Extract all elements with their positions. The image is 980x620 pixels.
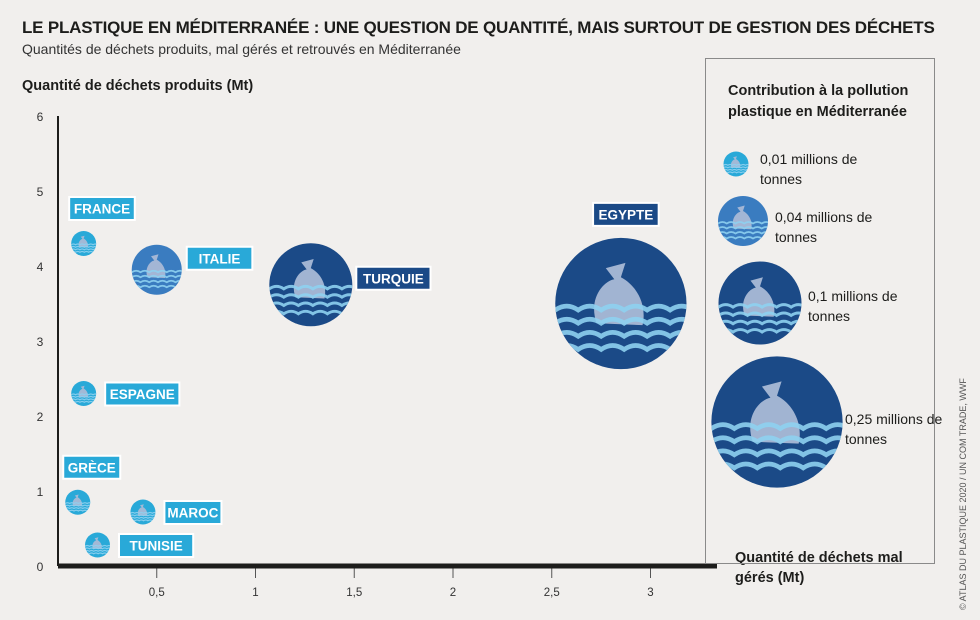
wave-line bbox=[718, 303, 802, 309]
y-axis-label: Quantité de déchets produits (Mt) bbox=[22, 78, 254, 94]
wave-line bbox=[131, 269, 182, 274]
y-tick-label: 5 bbox=[37, 185, 44, 199]
legend-item-label-2: 0,1 millions de tonnes bbox=[808, 288, 898, 324]
y-tick-label: 1 bbox=[37, 485, 44, 499]
bubble-italie bbox=[131, 244, 182, 295]
point-label-grce: GRÈCE bbox=[62, 454, 122, 480]
bubble-france bbox=[71, 231, 97, 256]
bubble-maroc bbox=[130, 499, 156, 525]
legend-item-label-3: 0,25 millions de tonnes bbox=[845, 411, 943, 447]
legend-bubble-2 bbox=[718, 261, 802, 345]
label-text: TURQUIE bbox=[363, 271, 424, 286]
legend-title: Contribution à la pollution plastique en… bbox=[728, 83, 909, 120]
bubble-tunisie bbox=[85, 532, 110, 558]
y-tick-label: 3 bbox=[37, 335, 44, 349]
wave-line bbox=[71, 250, 97, 253]
label-box bbox=[68, 196, 136, 221]
point-label-egypte: EGYPTE bbox=[592, 201, 660, 227]
x-tick-label: 2 bbox=[450, 587, 456, 599]
label-text: TUNISIE bbox=[129, 539, 182, 554]
label-text: ITALIE bbox=[199, 251, 241, 266]
wave-line bbox=[269, 284, 353, 291]
wave-line bbox=[711, 422, 843, 432]
wave-line bbox=[85, 549, 110, 552]
wave-line bbox=[71, 245, 97, 248]
label-box bbox=[592, 201, 660, 227]
wave-line bbox=[65, 504, 91, 507]
wave-line bbox=[130, 511, 156, 514]
legend: Contribution à la pollution plastique en… bbox=[705, 58, 942, 564]
wave-line bbox=[71, 395, 97, 398]
wave-line bbox=[71, 398, 97, 401]
wave-line bbox=[85, 547, 110, 550]
wave-line bbox=[718, 221, 768, 225]
bubble-turquie bbox=[269, 243, 353, 327]
wave-line bbox=[723, 163, 749, 166]
label-box bbox=[118, 533, 195, 558]
y-tick-label: 2 bbox=[37, 410, 44, 424]
wave-line bbox=[130, 516, 156, 519]
label-box bbox=[355, 265, 432, 291]
x-tick-label: 1,5 bbox=[346, 587, 362, 599]
y-tick-label: 6 bbox=[37, 110, 44, 124]
bubble-espagne bbox=[71, 381, 97, 406]
wave-line bbox=[130, 519, 156, 522]
y-tick-label: 4 bbox=[37, 260, 44, 274]
label-box bbox=[185, 245, 254, 271]
legend-bubble-0 bbox=[723, 151, 749, 177]
point-label-espagne: ESPAGNE bbox=[104, 381, 181, 407]
point-label-maroc: MAROC bbox=[163, 500, 223, 525]
x-tick-label: 3 bbox=[647, 587, 653, 599]
wave-line bbox=[65, 509, 91, 512]
wave-line bbox=[71, 248, 97, 251]
x-tick-label: 0,5 bbox=[149, 587, 165, 599]
label-box bbox=[62, 454, 122, 480]
chart-title: LE PLASTIQUE EN MÉDITERRANÉE : UNE QUEST… bbox=[22, 18, 935, 37]
bubble-grce bbox=[65, 489, 91, 515]
label-text: GRÈCE bbox=[68, 460, 116, 475]
wave-line bbox=[85, 544, 110, 547]
legend-item-label-1: 0,04 millions de tonnes bbox=[775, 209, 873, 245]
legend-item-label-0: 0,01 millions de tonnes bbox=[760, 151, 858, 187]
label-text: FRANCE bbox=[74, 202, 130, 217]
label-text: EGYPTE bbox=[598, 207, 653, 222]
chart-subtitle: Quantités de déchets produits, mal gérés… bbox=[22, 41, 461, 57]
label-box bbox=[163, 500, 223, 525]
wave-line bbox=[65, 502, 91, 505]
bubble-egypte bbox=[555, 237, 687, 370]
label-box bbox=[104, 381, 181, 407]
wave-line bbox=[71, 393, 97, 396]
wave-line bbox=[130, 514, 156, 517]
point-label-france: FRANCE bbox=[68, 196, 136, 221]
label-text: ESPAGNE bbox=[110, 387, 175, 402]
x-tick-label: 1 bbox=[252, 587, 258, 599]
wave-line bbox=[71, 400, 97, 403]
x-axis-label: Quantité de déchets mal gérés (Mt) bbox=[735, 550, 903, 586]
y-tick-label: 0 bbox=[37, 560, 44, 574]
wave-line bbox=[65, 507, 91, 510]
x-tick-label: 2,5 bbox=[544, 587, 560, 599]
point-label-tunisie: TUNISIE bbox=[118, 533, 195, 558]
label-text: MAROC bbox=[167, 506, 218, 521]
wave-line bbox=[555, 303, 687, 313]
wave-line bbox=[71, 243, 97, 246]
point-label-italie: ITALIE bbox=[185, 245, 254, 271]
point-label-turquie: TURQUIE bbox=[355, 265, 432, 291]
wave-line bbox=[85, 552, 110, 555]
